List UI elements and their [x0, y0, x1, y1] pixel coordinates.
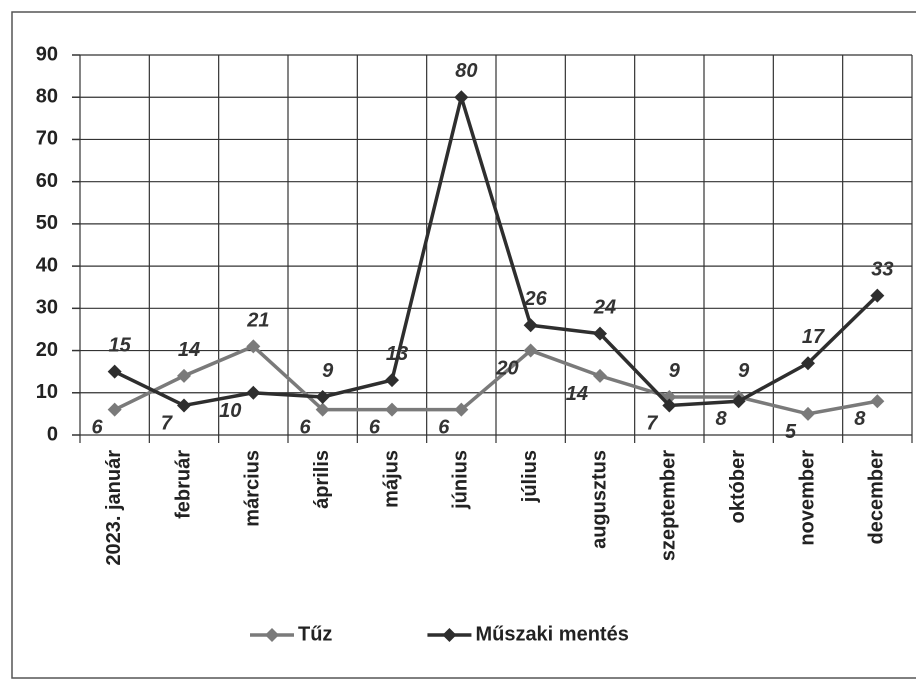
marker [523, 343, 538, 358]
marker [315, 402, 330, 417]
y-tick-label: 30 [36, 297, 58, 319]
marker [246, 339, 261, 354]
frame [11, 11, 916, 679]
data-label: 6 [438, 417, 450, 439]
data-label: 6 [92, 417, 104, 439]
data-label: 5 [785, 421, 797, 443]
data-label: 26 [524, 288, 548, 310]
x-tick-label: február [172, 450, 194, 519]
marker [870, 288, 885, 303]
marker [662, 398, 677, 413]
y-tick-label: 60 [36, 170, 58, 192]
legend-marker [442, 628, 457, 642]
y-tick-label: 10 [36, 381, 58, 403]
x-tick-label: április [311, 450, 333, 509]
data-label: 17 [802, 326, 825, 348]
marker [523, 318, 538, 333]
data-label: 14 [566, 383, 588, 405]
data-label: 7 [161, 412, 173, 434]
data-label: 14 [178, 339, 200, 361]
x-tick-label: július [519, 450, 541, 503]
data-label: 9 [738, 360, 750, 382]
y-tick-label: 70 [36, 128, 58, 150]
marker [454, 402, 469, 417]
marker [385, 402, 399, 417]
data-label: 6 [369, 417, 381, 439]
x-tick-label: december [866, 450, 888, 545]
data-label: 9 [322, 360, 334, 382]
marker [177, 398, 191, 413]
y-tick-label: 50 [36, 212, 58, 234]
marker [593, 368, 607, 383]
data-label: 80 [455, 60, 477, 82]
data-label: 8 [854, 408, 866, 430]
data-label: 8 [716, 408, 728, 430]
marker [385, 373, 399, 388]
data-label: 20 [495, 358, 518, 380]
x-tick-label: május [380, 450, 402, 508]
data-label: 13 [386, 343, 408, 365]
y-tick-label: 80 [36, 86, 58, 108]
marker [177, 368, 191, 383]
legend-label: Tűz [298, 623, 332, 645]
x-tick-label: október [727, 450, 749, 524]
marker [870, 394, 885, 409]
x-tick-label: szeptember [658, 450, 680, 561]
x-tick-label: március [242, 450, 264, 527]
x-tick-label: 2023. január [103, 450, 125, 566]
data-label: 10 [219, 400, 241, 422]
marker [107, 402, 122, 417]
data-label: 15 [109, 335, 132, 357]
data-label: 6 [300, 417, 312, 439]
marker [315, 390, 330, 404]
x-tick-label: június [450, 450, 472, 510]
series-line [113, 344, 878, 416]
data-label: 7 [646, 412, 658, 434]
x-tick-label: november [796, 450, 818, 546]
marker [801, 356, 815, 371]
marker [246, 385, 261, 400]
series-line [113, 90, 879, 408]
data-label: 9 [669, 360, 681, 382]
marker [107, 364, 122, 379]
marker [731, 394, 746, 409]
y-tick-label: 40 [36, 254, 58, 276]
x-tick-label: augusztus [588, 450, 610, 549]
data-label: 24 [593, 297, 616, 319]
legend-label: Műszaki mentés [475, 623, 628, 645]
y-tick-label: 90 [36, 43, 58, 65]
marker [801, 406, 815, 421]
legend-marker [265, 628, 279, 642]
data-label: 21 [246, 309, 269, 331]
marker [593, 326, 607, 341]
marker [454, 90, 469, 105]
data-label: 33 [871, 259, 893, 281]
y-tick-label: 20 [36, 339, 58, 361]
y-tick-label: 0 [47, 423, 58, 445]
